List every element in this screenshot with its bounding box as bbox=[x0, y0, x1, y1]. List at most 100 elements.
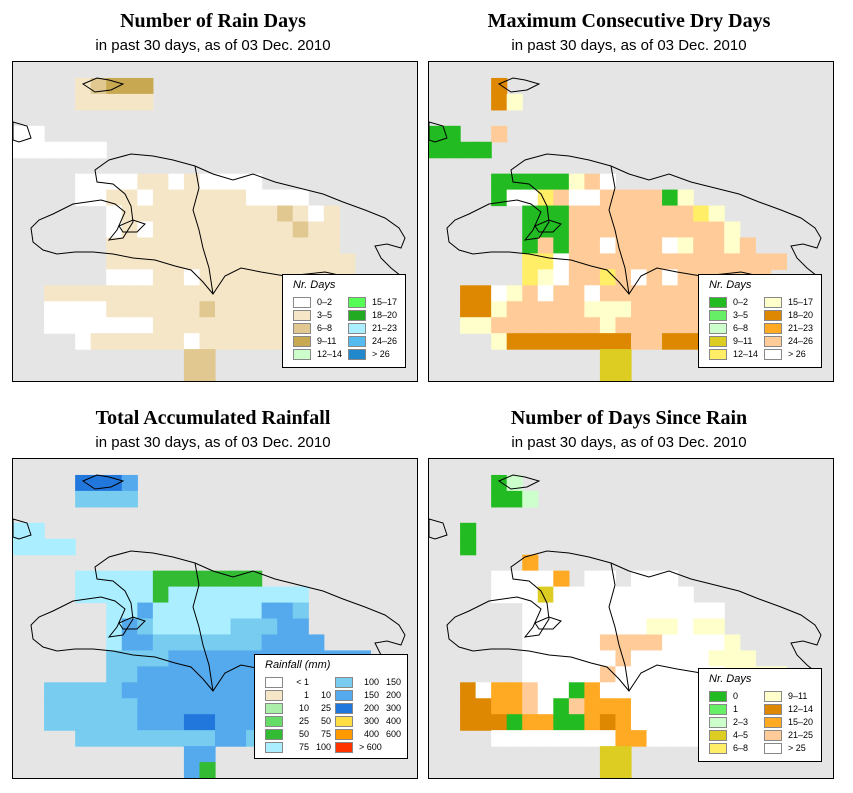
legend-label: 3–5 bbox=[317, 310, 333, 320]
grid-cell bbox=[168, 650, 185, 667]
panel-title: Number of Rain Days bbox=[120, 10, 306, 32]
grid-cell bbox=[615, 349, 632, 366]
grid-cell bbox=[568, 714, 585, 731]
legend-swatch bbox=[348, 336, 366, 347]
grid-cell bbox=[522, 618, 539, 636]
grid-cell bbox=[75, 714, 92, 731]
grid-cell bbox=[553, 730, 570, 747]
grid-cell bbox=[662, 317, 679, 334]
grid-cell bbox=[215, 730, 232, 747]
grid-cell bbox=[106, 93, 123, 111]
islet-outline bbox=[429, 121, 448, 143]
grid-cell bbox=[137, 93, 154, 111]
grid-cell bbox=[106, 221, 123, 239]
legend-swatch bbox=[764, 310, 782, 321]
grid-cell bbox=[537, 714, 554, 731]
grid-cell bbox=[168, 698, 185, 715]
grid-cell bbox=[724, 221, 741, 239]
grid-cell bbox=[584, 237, 601, 254]
grid-cell bbox=[121, 650, 138, 667]
grid-cell bbox=[662, 570, 679, 588]
grid-cell bbox=[584, 333, 601, 350]
grid-cell bbox=[677, 730, 694, 747]
grid-cell bbox=[308, 221, 325, 239]
panel-subtitle: in past 30 days, as of 03 Dec. 2010 bbox=[95, 434, 331, 451]
grid-cell bbox=[152, 189, 169, 207]
grid-cell bbox=[584, 730, 601, 747]
grid-cell bbox=[121, 285, 138, 302]
grid-cell bbox=[662, 618, 679, 636]
island-outline bbox=[30, 550, 406, 694]
legend-swatch bbox=[348, 323, 366, 334]
island-outline bbox=[446, 153, 822, 297]
legend-label: > 25 bbox=[788, 743, 806, 753]
grid-cell bbox=[168, 618, 185, 636]
grid-cell bbox=[631, 333, 648, 350]
grid-cell bbox=[553, 253, 570, 270]
grid-cell bbox=[215, 333, 232, 350]
grid-cell bbox=[44, 317, 61, 334]
grid-cell bbox=[631, 602, 648, 620]
legend-swatch bbox=[709, 336, 727, 347]
legend-label: > 600 bbox=[359, 742, 401, 753]
grid-cell bbox=[599, 618, 617, 636]
grid-cell bbox=[460, 285, 477, 302]
legend-range-low: 10 bbox=[298, 703, 309, 713]
grid-cell bbox=[137, 237, 154, 254]
grid-cell bbox=[631, 586, 648, 604]
grid-cell bbox=[522, 714, 539, 731]
grid-cell bbox=[121, 666, 138, 683]
grid-cell bbox=[537, 634, 554, 651]
grid-cell bbox=[121, 269, 138, 286]
grid-cell bbox=[553, 237, 570, 254]
grid-cell bbox=[677, 285, 694, 302]
legend-label: 200 300 bbox=[359, 703, 401, 714]
grid-cell bbox=[137, 253, 154, 270]
grid-cell bbox=[537, 301, 554, 318]
grid-cell bbox=[568, 317, 585, 334]
grid-cell bbox=[677, 269, 694, 286]
grid-cell bbox=[553, 333, 570, 350]
grid-cell bbox=[631, 714, 648, 731]
grid-cell bbox=[44, 301, 61, 318]
grid-cell bbox=[106, 730, 123, 747]
panel-days-since-rain: Number of Days Since Rain in past 30 day… bbox=[416, 397, 842, 793]
grid-cell bbox=[537, 285, 554, 302]
grid-cell bbox=[506, 317, 523, 334]
grid-cell bbox=[522, 698, 539, 715]
grid-cell bbox=[59, 141, 76, 159]
grid-cell bbox=[230, 730, 247, 747]
legend-label: 6–8 bbox=[733, 323, 749, 333]
grid-cell bbox=[215, 221, 232, 239]
legend-range-high: 10 bbox=[320, 690, 331, 700]
grid-cell bbox=[183, 586, 201, 604]
legend-range-high: 75 bbox=[320, 729, 331, 739]
grid-cell bbox=[584, 269, 601, 286]
panel-total-rainfall: Total Accumulated Rainfall in past 30 da… bbox=[0, 397, 426, 793]
grid-cell bbox=[246, 269, 263, 286]
grid-cell bbox=[568, 586, 585, 604]
grid-cell bbox=[215, 269, 232, 286]
grid-cell bbox=[584, 317, 601, 334]
grid-cell bbox=[75, 141, 92, 159]
grid-cell bbox=[615, 586, 632, 604]
legend-range-high: 25 bbox=[320, 703, 331, 713]
grid-cell bbox=[246, 586, 263, 604]
grid-cell bbox=[106, 570, 123, 588]
grid-cell bbox=[121, 205, 138, 223]
grid-cell bbox=[537, 237, 554, 254]
grid-cell bbox=[183, 570, 201, 588]
grid-cell bbox=[646, 253, 663, 270]
legend-swatch bbox=[764, 717, 782, 728]
grid-cell bbox=[121, 714, 138, 731]
grid-cell bbox=[475, 141, 492, 159]
grid-cell bbox=[615, 221, 632, 239]
grid-cell bbox=[739, 253, 756, 270]
grid-cell bbox=[553, 666, 570, 683]
legend-swatch bbox=[348, 310, 366, 321]
grid-cell bbox=[277, 189, 294, 207]
grid-cell bbox=[615, 682, 632, 699]
grid-cell bbox=[183, 205, 201, 223]
grid-cell bbox=[152, 173, 169, 191]
grid-cell bbox=[693, 650, 710, 667]
